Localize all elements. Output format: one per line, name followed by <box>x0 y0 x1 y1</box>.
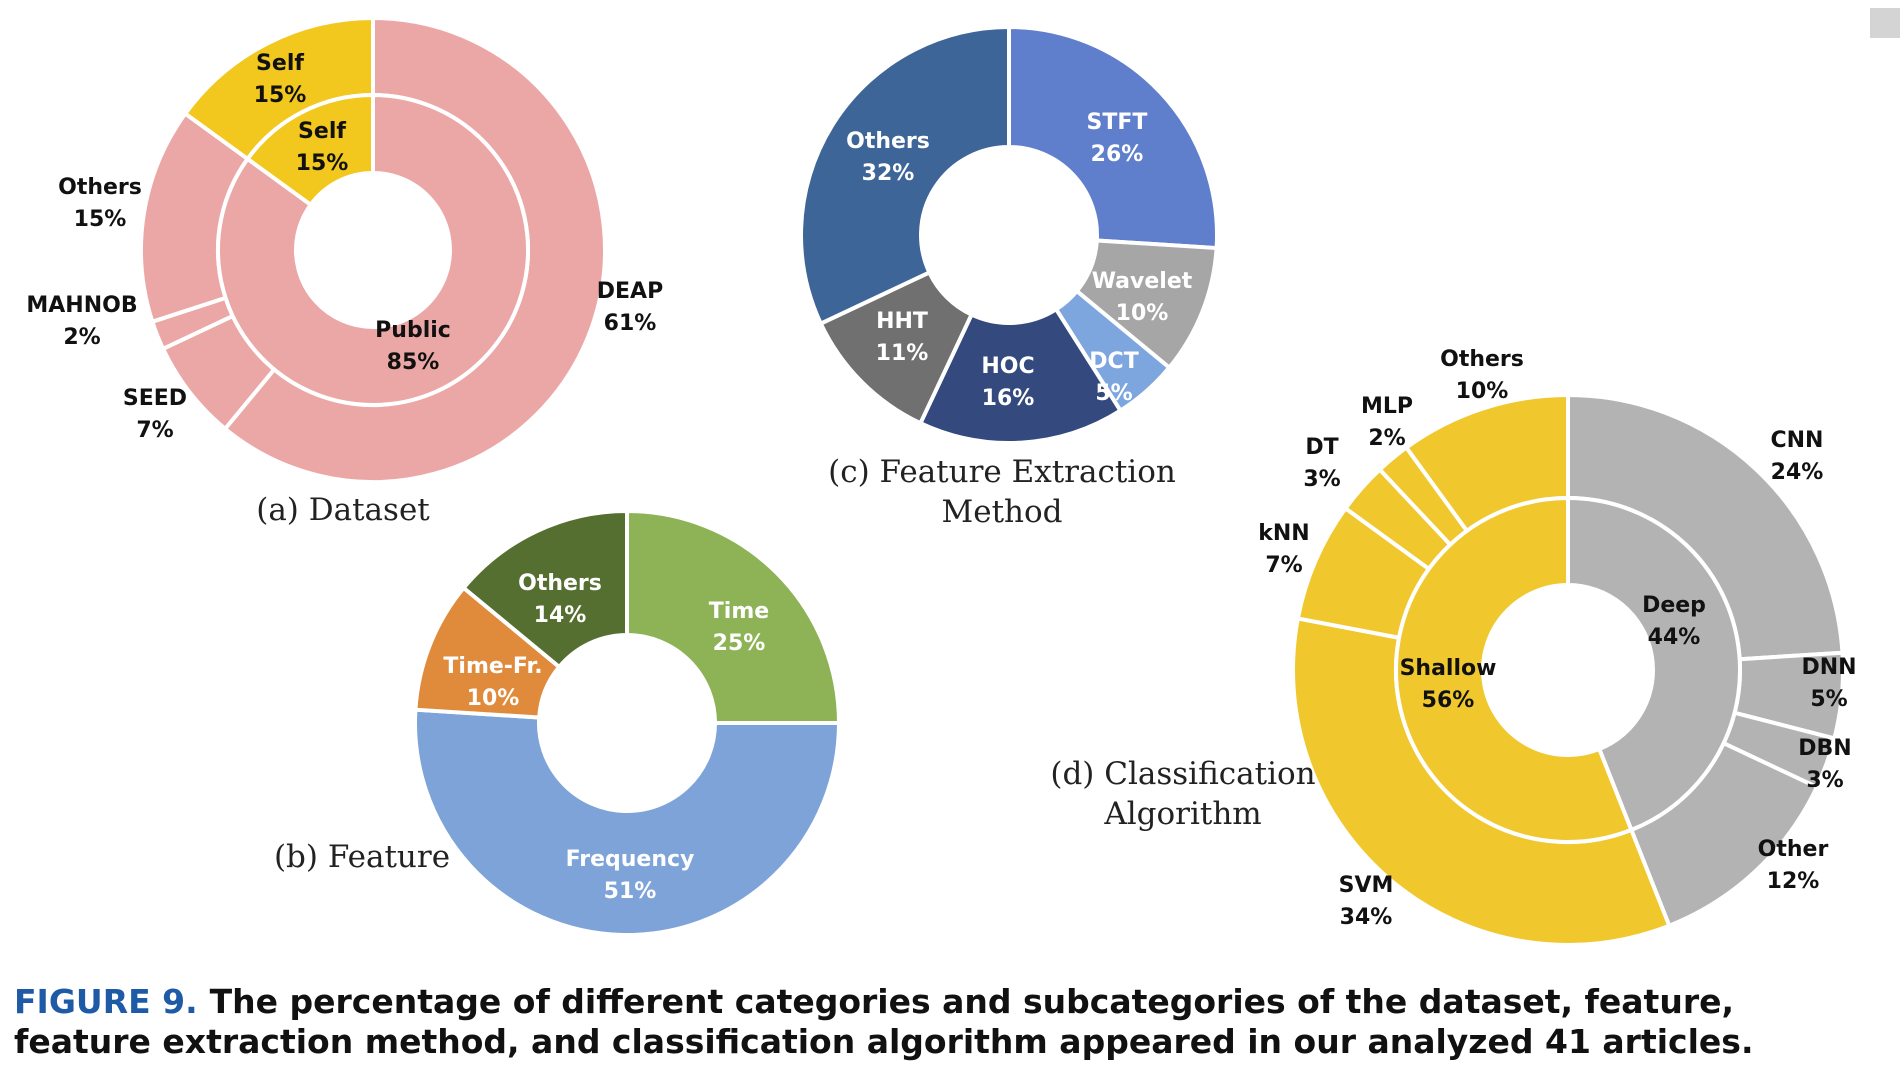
feature-label-others: Others 14% <box>518 571 602 628</box>
feature-label-time: Time 25% <box>709 599 769 656</box>
dataset-outer-label-deap: DEAP 61% <box>597 279 663 336</box>
classification-outer-label-others: Others 10% <box>1440 347 1524 404</box>
extraction-subcaption: (c) Feature Extraction Method <box>828 454 1176 530</box>
corner-marker <box>1870 8 1900 38</box>
dataset-inner-label-public: Public 85% <box>375 318 451 375</box>
classification-outer-label-knn: kNN 7% <box>1258 521 1309 578</box>
classification-outer-label-mlp: MLP 2% <box>1361 394 1413 451</box>
figure-label: FIGURE 9. <box>14 982 198 1021</box>
classification-inner-slice-shallow <box>1394 495 1634 844</box>
extraction-label-dct: DCT 5% <box>1089 349 1138 406</box>
extraction-slice-stft <box>1007 24 1219 251</box>
figure-canvas: Public 85% Self 15% DEAP 61% SEED 7% MAHNOB 2% Oth… <box>26 15 1857 947</box>
feature-slice-frequency <box>413 707 842 937</box>
dataset-outer-label-mahnob: MAHNOB 2% <box>26 293 137 350</box>
feature-slice-others <box>460 508 629 670</box>
extraction-label-hht: HHT 11% <box>876 309 929 366</box>
figure-caption: FIGURE 9. The percentage of different cat… <box>14 982 1874 1062</box>
extraction-label-stft: STFT 26% <box>1087 110 1148 167</box>
classification-outer-label-svm: SVM 34% <box>1339 873 1394 930</box>
dataset-outer-label-others: Others 15% <box>58 175 142 232</box>
dataset-inner-slice-public <box>216 92 530 407</box>
feature-label-time-fr-: Time-Fr. 10% <box>443 654 542 711</box>
classification-outer-label-dt: DT 3% <box>1303 435 1340 492</box>
extraction-slice-hoc <box>917 306 1124 445</box>
classification-outer-label-other: Other 12% <box>1758 837 1829 894</box>
feature-subcaption: (b) Feature <box>274 839 450 875</box>
dataset-inner-slice-self <box>244 92 375 208</box>
extraction-label-wavelet: Wavelet 10% <box>1092 269 1193 326</box>
classification-inner-slice-deep <box>1566 495 1743 833</box>
feature-slice-time <box>625 508 842 725</box>
classification-donut-chart: Deep 44% Shallow 56% CNN 24% DNN 5% DBN 3% Other 12… <box>1050 347 1857 947</box>
feature-donut-chart: Time 25% Frequency 51% Time-Fr. 10% Others 14% (… <box>274 508 842 937</box>
classification-outer-label-cnn: CNN 24% <box>1771 428 1824 485</box>
dataset-inner-label-self: Self 15% <box>296 119 349 176</box>
extraction-label-hoc: HOC 16% <box>981 354 1034 411</box>
caption-text: The percentage of different categories a… <box>14 982 1754 1061</box>
dataset-donut-chart: Public 85% Self 15% DEAP 61% SEED 7% MAHNOB 2% Oth… <box>26 15 663 528</box>
extraction-label-others: Others 32% <box>846 129 930 186</box>
dataset-outer-label-self: Self 15% <box>254 51 307 108</box>
feature-label-frequency: Frequency 51% <box>566 847 695 904</box>
classification-outer-label-dnn: DNN 5% <box>1801 655 1856 712</box>
dataset-subcaption: (a) Dataset <box>256 492 430 528</box>
feature-extraction-donut-chart: STFT 26% Wavelet 10% DCT 5% HOC 16% HHT 11% Others… <box>799 24 1219 530</box>
classification-inner-label-shallow: Shallow 56% <box>1400 656 1497 713</box>
classification-outer-label-dbn: DBN 3% <box>1798 736 1851 793</box>
dataset-outer-label-seed: SEED 7% <box>123 386 187 443</box>
extraction-slice-others <box>799 24 1011 327</box>
classification-subcaption: (d) Classification Algorithm <box>1050 756 1315 832</box>
classification-inner-label-deep: Deep 44% <box>1642 593 1706 650</box>
